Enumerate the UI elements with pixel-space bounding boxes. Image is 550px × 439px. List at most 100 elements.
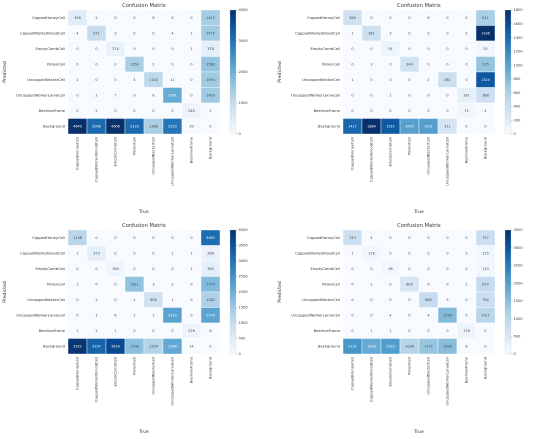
cell-value-label: 0 (465, 298, 467, 302)
cell-value-label: 0 (114, 109, 116, 113)
cell-value-label: 1158 (73, 236, 82, 240)
cell-value-label: 11 (170, 78, 174, 82)
cell-value-label: 0 (114, 298, 116, 302)
cell-value-label: 2210 (168, 313, 177, 317)
cell-value-label: 1493 (206, 93, 215, 97)
cell-value-label: 0 (446, 93, 448, 97)
cell-value-label: 128 (368, 251, 374, 255)
cell-value-label: 0 (427, 31, 429, 35)
cell-value-label: 0 (408, 78, 410, 82)
row-tick-label: BeehiveFrame (39, 109, 66, 113)
cell-value-label: 14 (189, 344, 193, 348)
cell-value-label: 0 (370, 298, 372, 302)
cell-value-label: 378 (207, 47, 213, 51)
colorbar-tick-label: 1500 (514, 299, 524, 303)
cell-value-label: 0 (370, 93, 372, 97)
col-tick-label: BeehiveFrame (190, 356, 194, 383)
cell-value-label: 0 (408, 329, 410, 333)
row-tick-label: Background (43, 345, 65, 349)
row-tick-label: BeehiveFrame (39, 329, 66, 333)
colorbar-tick-label: 0 (239, 132, 242, 136)
cell-value-label: 0 (446, 329, 448, 333)
heatmap-cell (475, 338, 496, 355)
cell-value-label: 0 (351, 282, 353, 286)
cell-value-label: 1 (114, 329, 116, 333)
cell-value-label: 4 (133, 78, 135, 82)
colorbar-tick-label: 1400 (514, 36, 524, 40)
chart-title: Confusion Matrix (122, 3, 166, 9)
colorbar-tick-label: 2000 (514, 281, 524, 285)
row-tick-label: PollenCell (47, 63, 65, 67)
cell-value-label: 0 (171, 267, 173, 271)
cell-value-label: 0 (95, 78, 97, 82)
col-tick-label: CappedWorkerBroodCell (95, 357, 99, 402)
cell-value-label: 0 (408, 16, 410, 20)
row-tick-label: UncappedNectarCell (302, 78, 340, 82)
colorbar (229, 229, 237, 355)
cell-value-label: 1 (95, 313, 97, 317)
cell-value-label: 0 (190, 282, 192, 286)
row-tick-label: Background (318, 125, 340, 129)
cell-value-label: 715 (482, 62, 488, 66)
x-axis-label: True (413, 429, 424, 435)
colorbar-tick-label: 1800 (514, 8, 524, 12)
cell-value-label: 0 (152, 251, 154, 255)
cell-value-label: 0 (465, 267, 467, 271)
colorbar-tick-label: 3000 (239, 39, 249, 43)
cell-value-label: 1 (171, 298, 173, 302)
cell-value-label: 0 (370, 47, 372, 51)
cell-value-label: 2 (171, 282, 173, 286)
cell-value-label: 971 (93, 31, 99, 35)
row-tick-label: Background (43, 125, 65, 129)
cell-value-label: 4 (427, 313, 429, 317)
cell-value-label: 1417 (348, 124, 357, 128)
cell-value-label: 1818 (367, 344, 376, 348)
cell-value-label: 0 (389, 62, 391, 66)
cell-value-label: 161 (463, 93, 469, 97)
chart-title: Confusion Matrix (397, 3, 441, 9)
cell-value-label: 2 (95, 329, 97, 333)
cell-value-label: 0 (389, 236, 391, 240)
cell-value-label: 0 (465, 251, 467, 255)
cell-value-label: 0 (190, 93, 192, 97)
cell-value-label: 1700 (130, 344, 139, 348)
cell-value-label: 611 (482, 16, 488, 20)
colorbar-tick-label: 1000 (514, 63, 524, 67)
cell-value-label: 1 (76, 251, 78, 255)
cell-value-label: 0 (427, 62, 429, 66)
heatmap-cell (200, 338, 221, 355)
row-tick-label: UncappedWorkerLarvaCell (291, 314, 340, 318)
cell-value-label: 0 (351, 93, 353, 97)
cell-value-label: 1372 (424, 344, 433, 348)
cell-value-label: 2 (152, 62, 154, 66)
colorbar-tick-label: 600 (514, 91, 522, 95)
confusion-matrix-panel-4: Confusion Matrix 743 4 0 0 0 0 0 757 1 128 0 0 0 0 0 135… (275, 220, 550, 439)
chart-title: Confusion Matrix (122, 223, 166, 229)
cell-value-label: 180 (112, 267, 118, 271)
cell-value-label: 1368 (149, 124, 158, 128)
cell-value-label: 0 (427, 47, 429, 51)
cell-value-label: 0 (171, 62, 173, 66)
cell-value-label: 0 (446, 16, 448, 20)
cell-value-label: 0 (408, 93, 410, 97)
col-tick-label: Background (209, 137, 213, 159)
cell-value-label: 0 (446, 47, 448, 51)
cell-value-label: 4606 (111, 124, 120, 128)
cell-value-label: 0 (152, 31, 154, 35)
row-tick-label: EmptyCombCell (35, 47, 65, 51)
col-tick-label: EmptyCombCell (114, 137, 118, 167)
cell-value-label: 0 (389, 251, 391, 255)
cell-value-label: 0 (190, 78, 192, 82)
cell-value-label: 1504 (443, 344, 452, 348)
cell-value-label: 0 (95, 47, 97, 51)
cell-value-label: 1770 (206, 282, 215, 286)
cell-value-label: 1 (190, 251, 192, 255)
cell-value-label: 0 (152, 47, 154, 51)
cell-value-label: 0 (465, 62, 467, 66)
cell-value-label: 870 (482, 282, 488, 286)
cell-value-label: 1282 (206, 298, 215, 302)
cell-value-label: 3922 (73, 344, 82, 348)
cell-value-label: 0 (114, 282, 116, 286)
cell-value-label: 0 (389, 282, 391, 286)
